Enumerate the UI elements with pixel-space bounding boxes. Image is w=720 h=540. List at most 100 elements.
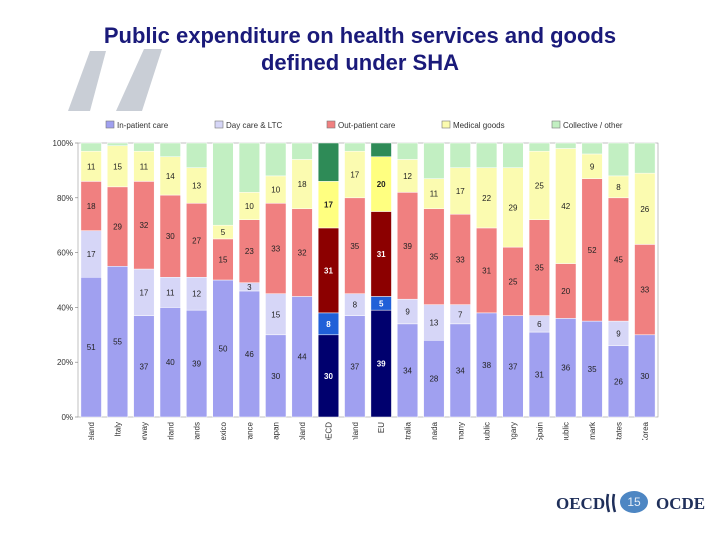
page-number: 15	[620, 491, 648, 513]
y-tick-label: 100%	[53, 139, 73, 148]
data-label-outpatient-7: 33	[271, 244, 280, 253]
bar-segment-collective-19	[581, 142, 603, 155]
data-label-outpatient-8: 32	[298, 249, 307, 258]
data-label-medical-2: 11	[140, 162, 149, 171]
data-label-medical-18: 42	[561, 202, 570, 211]
data-label-medical-11: 20	[377, 180, 386, 189]
oecd-logo: OECD OCDE	[556, 492, 706, 516]
data-label-outpatient-2: 32	[139, 221, 148, 230]
title-line-1: Public expenditure on health services an…	[103, 23, 617, 48]
data-label-inpatient-15: 38	[482, 361, 491, 370]
y-tick-label: 20%	[57, 358, 73, 367]
data-label-inpatient-2: 37	[139, 362, 148, 371]
data-label-medical-1: 15	[113, 162, 122, 171]
bar-segment-collective-14	[449, 142, 471, 168]
data-label-daycare-10: 8	[353, 301, 358, 310]
data-label-medical-14: 17	[456, 187, 465, 196]
data-label-inpatient-6: 46	[245, 350, 254, 359]
legend-label-medical: Medical goods	[453, 121, 505, 130]
data-label-outpatient-0: 18	[87, 202, 96, 211]
stacked-bar-chart: In-patient care Day care & LTC Out-patient…	[40, 115, 670, 440]
x-tick-label-15: Czech Republic	[483, 422, 492, 440]
legend-swatch-daycare	[214, 120, 224, 129]
data-label-daycare-11: 5	[379, 299, 384, 308]
y-tick-label: 0%	[61, 413, 73, 422]
bar-segment-collective-20	[607, 142, 629, 177]
data-label-outpatient-20: 45	[614, 255, 623, 264]
data-label-outpatient-9: 31	[324, 266, 333, 275]
legend-label-daycare: Day care & LTC	[226, 121, 283, 130]
data-label-inpatient-7: 30	[271, 372, 280, 381]
logo-text-left: OECD	[556, 494, 606, 513]
data-label-inpatient-4: 39	[192, 360, 201, 369]
bar-segment-collective-13	[423, 142, 445, 179]
data-label-inpatient-3: 40	[166, 358, 175, 367]
data-label-outpatient-17: 35	[535, 264, 544, 273]
data-label-daycare-17: 6	[537, 320, 542, 329]
x-tick-label-2: Norway	[140, 422, 149, 440]
data-label-outpatient-10: 35	[350, 242, 359, 251]
chart-legend: In-patient care Day care & LTC Out-patient…	[105, 120, 623, 130]
x-axis: Iceland Italy Norway Switzerland Netherlands…	[87, 421, 650, 440]
data-label-inpatient-9: 30	[324, 372, 333, 381]
data-label-outpatient-6: 23	[245, 247, 254, 256]
x-tick-label-5: Mexico	[219, 421, 228, 440]
y-tick-label: 80%	[57, 194, 73, 203]
x-tick-label-4: Netherlands	[193, 422, 202, 440]
data-label-medical-13: 11	[430, 190, 439, 199]
x-tick-label-12: Australia	[404, 421, 413, 440]
bar-segment-collective-17	[528, 142, 550, 152]
legend-label-outpatient: Out-patient care	[338, 121, 396, 130]
data-label-inpatient-11: 39	[377, 360, 386, 369]
data-label-inpatient-1: 55	[113, 338, 122, 347]
bar-segment-collective-0	[80, 142, 102, 152]
bar-segment-collective-1	[107, 142, 129, 146]
data-label-inpatient-18: 36	[561, 364, 570, 373]
data-label-medical-7: 10	[271, 186, 280, 195]
data-label-inpatient-19: 35	[588, 365, 597, 374]
bar-segment-collective-3	[159, 142, 181, 157]
data-label-outpatient-1: 29	[113, 223, 122, 232]
data-label-medical-3: 14	[166, 172, 175, 181]
plot-border	[77, 142, 659, 418]
data-label-daycare-9: 8	[326, 320, 331, 329]
plot-area: 5117181155291537173211401130143912271350…	[80, 142, 656, 418]
data-label-outpatient-18: 20	[561, 287, 570, 296]
bar-segment-collective-15	[476, 142, 498, 168]
data-label-daycare-4: 12	[192, 290, 201, 299]
x-tick-label-16: Hungary	[509, 422, 518, 440]
data-label-medical-19: 9	[590, 162, 595, 171]
data-label-medical-6: 10	[245, 202, 254, 211]
data-label-inpatient-20: 26	[614, 377, 623, 386]
data-label-daycare-6: 3	[247, 283, 252, 292]
y-axis: 0% 20% 40% 60% 80% 100%	[53, 139, 659, 422]
x-tick-label-0: Iceland	[87, 422, 96, 440]
data-label-outpatient-21: 33	[640, 286, 649, 295]
data-label-outpatient-4: 27	[192, 236, 201, 245]
data-label-daycare-0: 17	[87, 250, 96, 259]
data-label-inpatient-17: 31	[535, 371, 544, 380]
data-label-outpatient-12: 39	[403, 242, 412, 251]
x-tick-label-11: EU	[377, 422, 386, 433]
y-tick-label: 60%	[57, 249, 73, 258]
data-label-inpatient-5: 50	[219, 345, 228, 354]
legend-swatch-inpatient	[105, 120, 115, 129]
data-label-outpatient-11: 31	[377, 250, 386, 259]
x-tick-label-14: Germany	[456, 422, 465, 440]
legend-label-collective: Collective / other	[563, 121, 623, 130]
data-label-inpatient-13: 28	[429, 375, 438, 384]
x-tick-label-1: Italy	[114, 422, 123, 437]
bar-segment-collective-7	[265, 142, 287, 177]
bar-segment-collective-10	[344, 142, 366, 152]
data-label-outpatient-14: 33	[456, 255, 465, 264]
data-label-medical-17: 25	[535, 181, 544, 190]
data-label-medical-4: 13	[192, 181, 201, 190]
data-label-daycare-3: 11	[166, 288, 175, 297]
data-label-inpatient-8: 44	[298, 353, 307, 362]
x-tick-label-6: France	[245, 421, 254, 440]
data-label-daycare-12: 9	[405, 308, 410, 317]
x-tick-label-3: Switzerland	[166, 422, 175, 440]
data-label-outpatient-13: 35	[429, 253, 438, 262]
y-tick-label: 40%	[57, 303, 73, 312]
data-label-daycare-13: 13	[429, 318, 438, 327]
